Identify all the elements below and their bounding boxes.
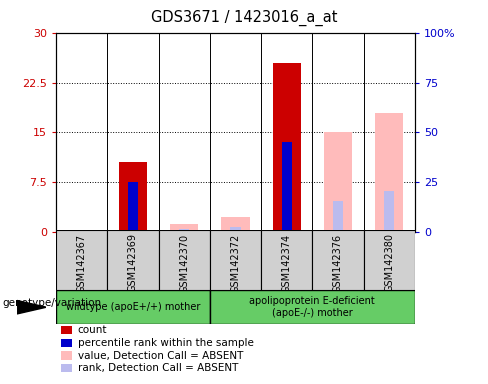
Bar <box>364 230 415 290</box>
Bar <box>56 290 210 324</box>
Text: GSM142367: GSM142367 <box>77 233 87 293</box>
Bar <box>119 162 147 232</box>
Bar <box>261 230 312 290</box>
Bar <box>77 230 87 232</box>
Bar <box>222 217 249 232</box>
Bar <box>128 182 138 232</box>
Bar <box>170 223 198 232</box>
Text: GSM142376: GSM142376 <box>333 233 343 293</box>
Text: GSM142374: GSM142374 <box>282 233 292 293</box>
Bar <box>312 230 364 290</box>
Text: apolipoprotein E-deficient
(apoE-/-) mother: apolipoprotein E-deficient (apoE-/-) mot… <box>249 296 375 318</box>
Text: genotype/variation: genotype/variation <box>2 298 102 308</box>
Bar <box>384 191 394 232</box>
Polygon shape <box>17 300 46 314</box>
Bar <box>273 63 301 232</box>
Text: percentile rank within the sample: percentile rank within the sample <box>78 338 253 348</box>
Bar <box>375 113 403 232</box>
Text: value, Detection Call = ABSENT: value, Detection Call = ABSENT <box>78 351 243 361</box>
Bar <box>159 230 210 290</box>
Bar <box>230 227 241 232</box>
Bar <box>282 142 292 232</box>
Text: wildtype (apoE+/+) mother: wildtype (apoE+/+) mother <box>66 302 200 312</box>
Bar <box>179 229 189 232</box>
Bar <box>107 230 159 290</box>
Text: GSM142372: GSM142372 <box>230 233 241 293</box>
Bar <box>324 132 352 232</box>
Bar <box>333 201 343 232</box>
Bar <box>210 290 415 324</box>
Text: rank, Detection Call = ABSENT: rank, Detection Call = ABSENT <box>78 363 238 373</box>
Text: count: count <box>78 325 107 335</box>
Text: GSM142380: GSM142380 <box>384 233 394 292</box>
Bar <box>210 230 261 290</box>
Text: GSM142369: GSM142369 <box>128 233 138 292</box>
Bar <box>56 230 107 290</box>
Text: GSM142370: GSM142370 <box>179 233 189 293</box>
Text: GDS3671 / 1423016_a_at: GDS3671 / 1423016_a_at <box>151 10 337 26</box>
